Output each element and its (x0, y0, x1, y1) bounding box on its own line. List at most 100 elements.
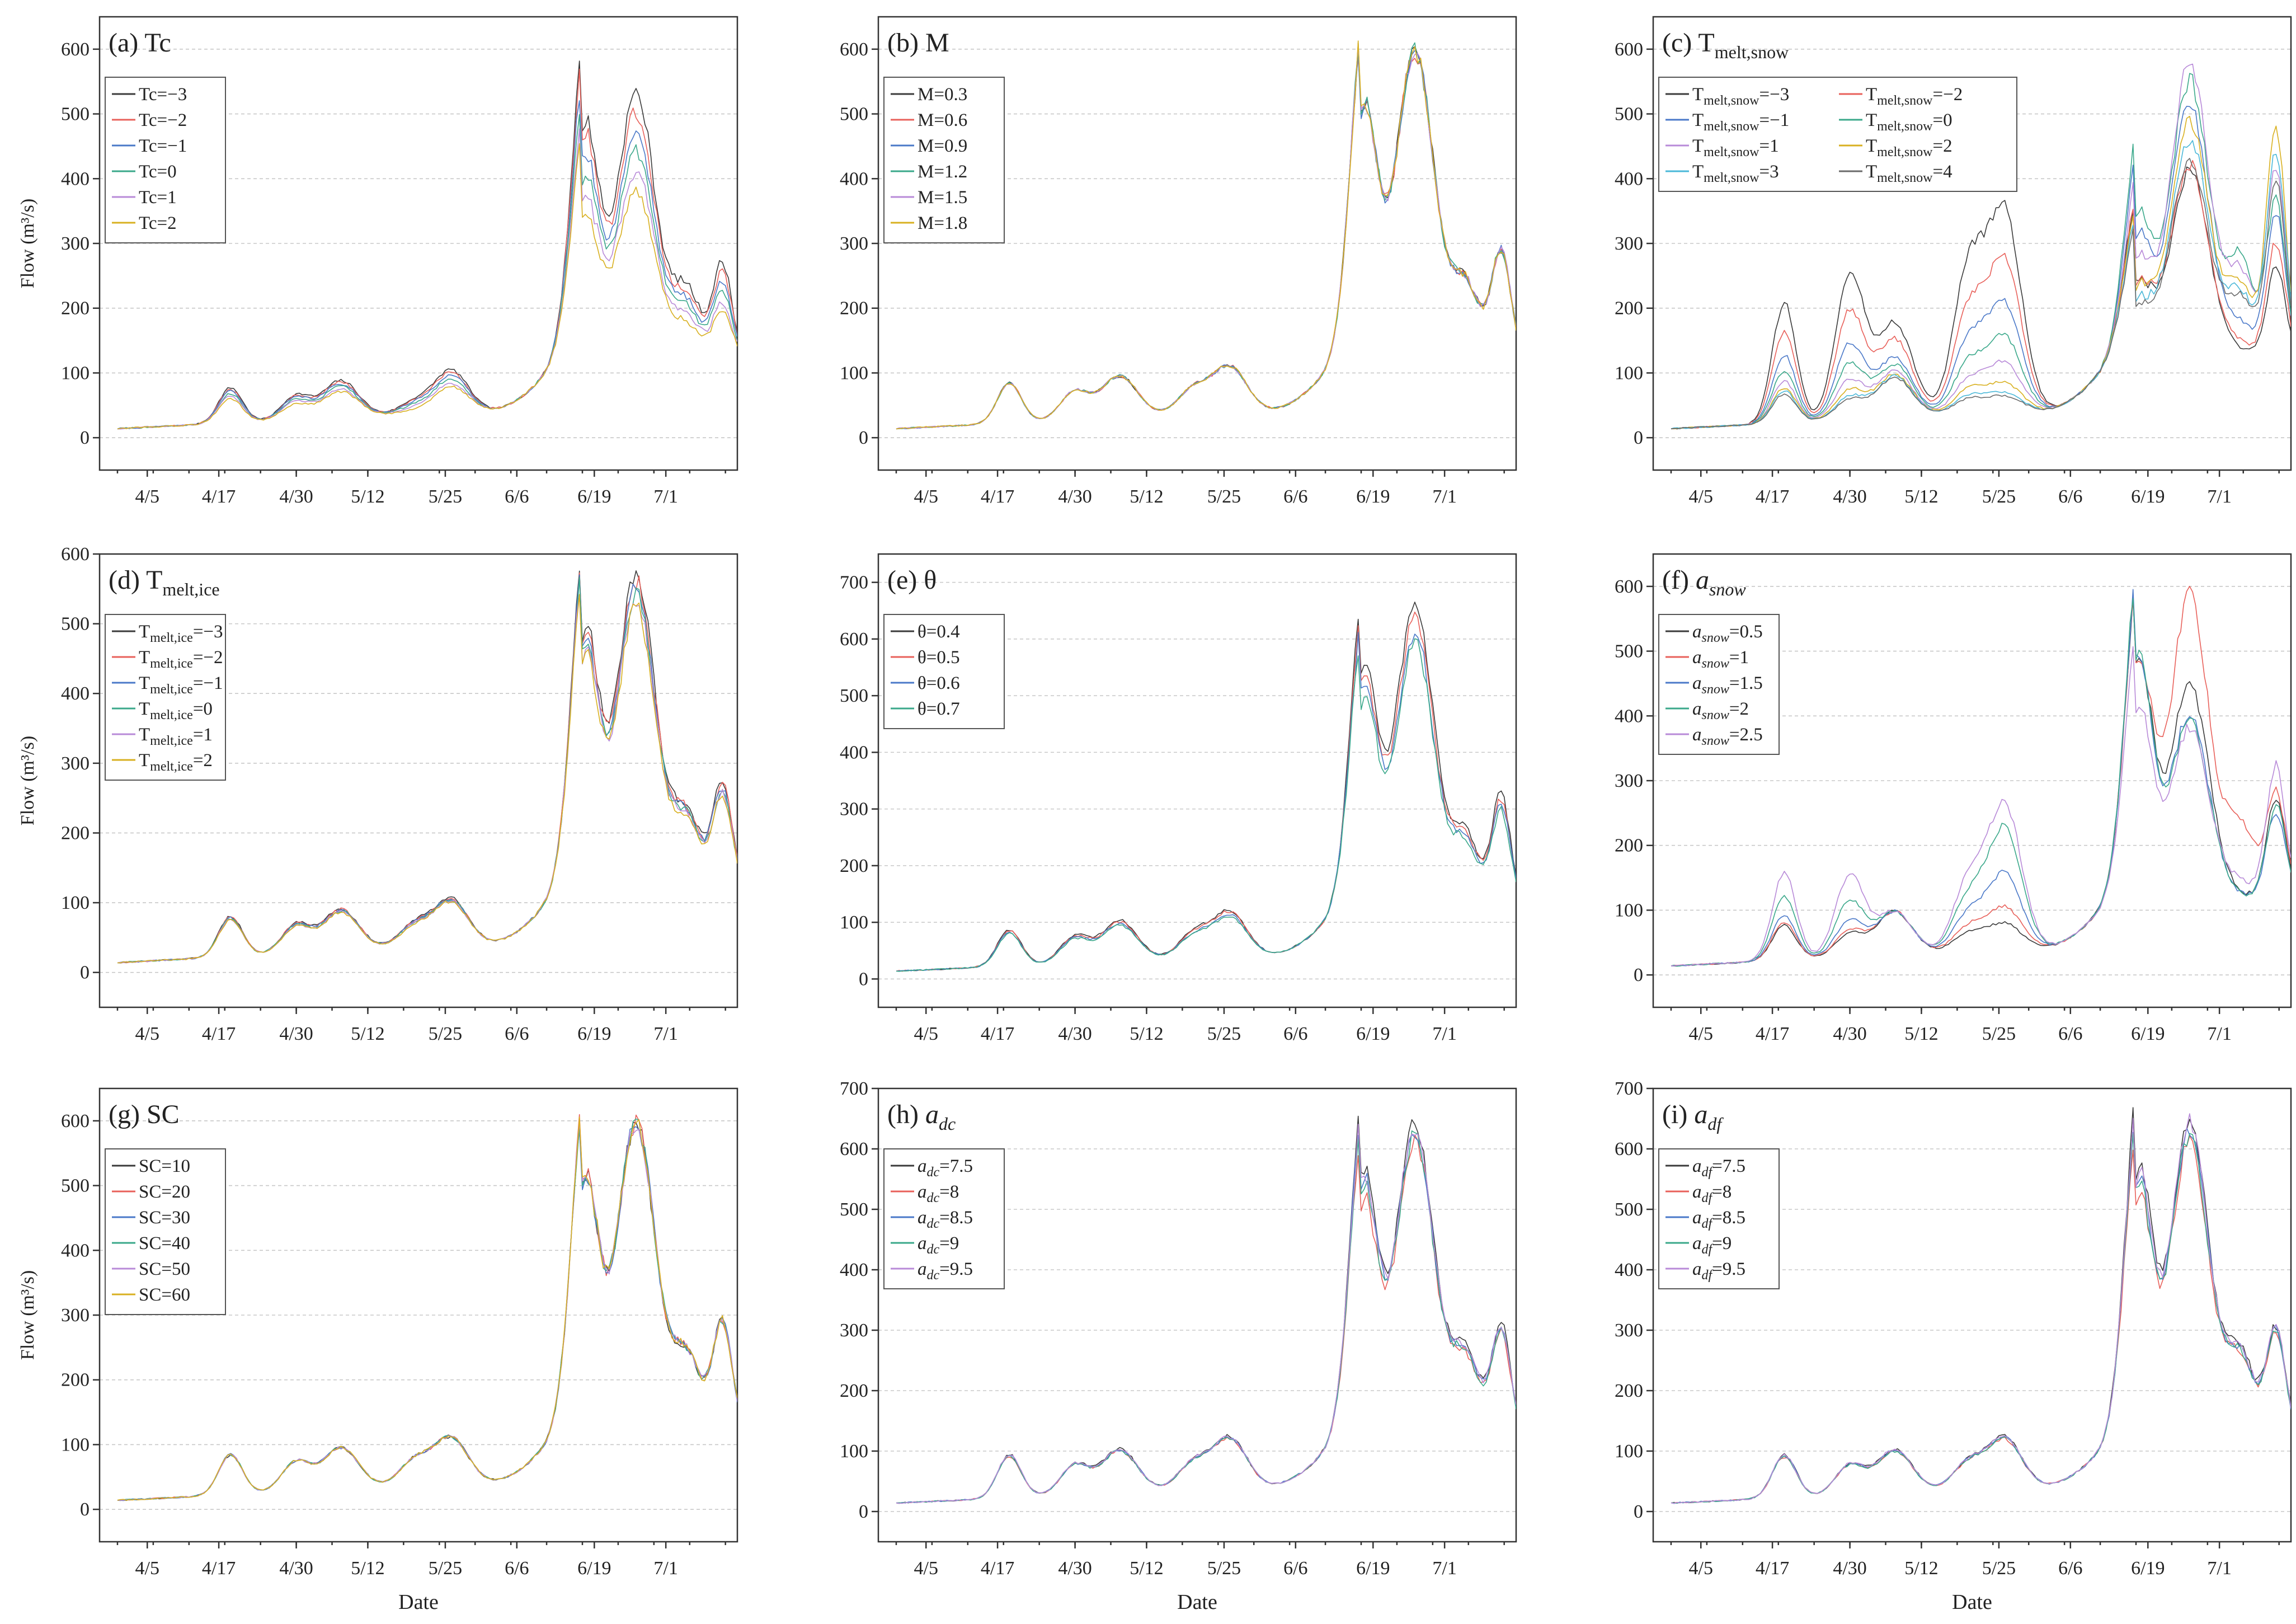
x-tick-label: 7/1 (1432, 486, 1456, 507)
x-tick-label: 4/5 (914, 1024, 938, 1044)
y-tick-label: 0 (1634, 428, 1643, 448)
x-tick-label: 5/12 (1904, 486, 1938, 507)
x-tick-label: 4/5 (135, 1558, 159, 1579)
legend-entry: Tmelt,snow=0 (1866, 110, 1952, 134)
x-tick-label: 6/6 (1283, 1024, 1307, 1044)
panel-i: 0 100 200 300 400 500 600 700 4/5 4/17 4/30 5/12 5/2… (1615, 1078, 2292, 1614)
x-tick-label: 4/17 (202, 1024, 236, 1044)
x-tick-label: 4/17 (1756, 486, 1789, 507)
x-tick-label: 5/25 (429, 486, 462, 507)
y-tick-label: 200 (1615, 836, 1643, 856)
panel-title: (d) Tmelt,ice (109, 565, 220, 599)
legend-entry: Tmelt,ice=0 (139, 699, 213, 722)
x-tick-label: 7/1 (2207, 1558, 2231, 1579)
x-tick-label: 6/19 (1356, 1558, 1390, 1579)
x-tick-label: 5/12 (1130, 486, 1163, 507)
x-tick-label: 6/6 (1283, 486, 1307, 507)
y-tick-label: 300 (1615, 233, 1643, 254)
legend-entry: M=0.6 (918, 110, 967, 130)
panel-title: (h) adc (887, 1100, 956, 1134)
legend-entry: adc=8 (918, 1182, 959, 1205)
legend (105, 614, 226, 781)
legend-entry: SC=10 (139, 1156, 190, 1176)
x-tick-label: 6/6 (2058, 1024, 2082, 1044)
x-tick-label: 5/12 (1130, 1558, 1163, 1579)
legend-entry: M=1.5 (918, 187, 967, 208)
legend (1658, 77, 2017, 192)
x-tick-label: 5/12 (1130, 1024, 1163, 1044)
y-tick-label: 100 (840, 1441, 868, 1462)
y-tick-label: 200 (840, 856, 868, 876)
y-tick-label: 600 (61, 39, 90, 60)
y-tick-label: 600 (1615, 39, 1643, 60)
y-tick-label: 200 (1615, 298, 1643, 319)
series-line-5 (1671, 116, 2291, 429)
x-tick-label: 4/5 (135, 486, 159, 507)
x-tick-label: 6/19 (2131, 486, 2165, 507)
series-line-4 (896, 1124, 1516, 1504)
legend-entry: adc=8.5 (918, 1208, 973, 1231)
panel-title: (f) asnow (1662, 565, 1746, 599)
x-tick-label: 6/19 (2131, 1558, 2165, 1579)
x-tick-label: 7/1 (1432, 1558, 1456, 1579)
legend-entry: Tmelt,snow=−3 (1692, 85, 1789, 108)
x-tick-label: 4/30 (279, 1024, 313, 1044)
series-line-2 (896, 632, 1516, 972)
panel-b: 0 100 200 300 400 500 600 4/5 4/17 4/30 5/12 5/25 6/… (840, 16, 1517, 507)
legend-entry: θ=0.5 (918, 647, 960, 668)
y-tick-label: 300 (61, 753, 90, 774)
legend-entry: adc=7.5 (918, 1156, 973, 1180)
plot-frame (1652, 553, 2292, 1008)
panel-g: 0 100 200 300 400 500 600 4/5 4/17 4/30 5/12 5/25 6/… (17, 1087, 738, 1614)
x-tick-label: 5/25 (429, 1558, 462, 1579)
legend-entry: adc=9 (918, 1233, 959, 1257)
x-tick-label: 4/30 (1058, 486, 1091, 507)
panel-c: 0 100 200 300 400 500 600 4/5 4/17 4/30 5/12 5/25 6/… (1615, 16, 2292, 507)
y-tick-label: 600 (1615, 576, 1643, 597)
legend-entry: Tc=−1 (139, 136, 187, 156)
y-tick-label: 300 (840, 233, 868, 254)
series-line-0 (1671, 166, 2291, 430)
panel-e: 0 100 200 300 400 500 600 700 4/5 4/17 4/30 5/12 5/2… (840, 553, 1517, 1044)
x-tick-label: 5/12 (1904, 1024, 1938, 1044)
x-axis-label: Date (1177, 1590, 1217, 1614)
y-tick-label: 500 (840, 104, 868, 125)
panel-a: 0 100 200 300 400 500 600 4/5 4/17 4/30 5/12 5/25 6/… (17, 16, 738, 507)
x-tick-label: 4/17 (1756, 1558, 1789, 1579)
plot-frame (98, 16, 738, 471)
y-tick-label: 400 (1615, 1260, 1643, 1280)
y-tick-label: 100 (61, 363, 90, 383)
x-tick-label: 6/6 (2058, 1558, 2082, 1579)
y-tick-label: 0 (1634, 965, 1643, 985)
x-axis-label: Date (1952, 1590, 1992, 1614)
y-tick-label: 100 (1615, 900, 1643, 921)
series-line-1 (117, 68, 737, 430)
x-tick-label: 4/17 (981, 486, 1014, 507)
y-tick-label: 200 (840, 298, 868, 319)
y-tick-label: 300 (61, 1305, 90, 1326)
x-tick-label: 4/17 (981, 1024, 1014, 1044)
y-tick-label: 100 (840, 363, 868, 383)
legend-entry: adc=9.5 (918, 1259, 973, 1283)
y-axis-label: Flow (m³/s) (17, 736, 38, 825)
y-tick-label: 700 (840, 572, 868, 593)
legend-entry: SC=20 (139, 1182, 190, 1202)
y-tick-label: 400 (840, 742, 868, 763)
x-tick-label: 5/12 (351, 1558, 384, 1579)
legend-entry: Tmelt,snow=2 (1866, 136, 1952, 159)
x-tick-label: 5/12 (351, 486, 384, 507)
legend-entry: Tc=−2 (139, 110, 187, 130)
panel-f: 0 100 200 300 400 500 600 4/5 4/17 4/30 5/12 5/25 6/… (1615, 553, 2292, 1044)
x-tick-label: 5/25 (1207, 1558, 1241, 1579)
legend-entry: Tmelt,ice=1 (139, 725, 213, 748)
series-line-3 (1671, 73, 2291, 430)
y-tick-label: 200 (61, 823, 90, 843)
panel-d: 0 100 200 300 400 500 600 4/5 4/17 4/30 5/12 5/25 6/… (17, 544, 738, 1044)
y-tick-label: 500 (61, 1176, 90, 1196)
legend-entry: adf=9.5 (1692, 1259, 1745, 1283)
legend (883, 77, 1005, 243)
series-line-0 (1671, 597, 2291, 967)
series-line-5 (117, 1116, 737, 1501)
x-tick-label: 5/25 (1207, 1024, 1241, 1044)
legend-entry: asnow=2.5 (1692, 725, 1763, 748)
